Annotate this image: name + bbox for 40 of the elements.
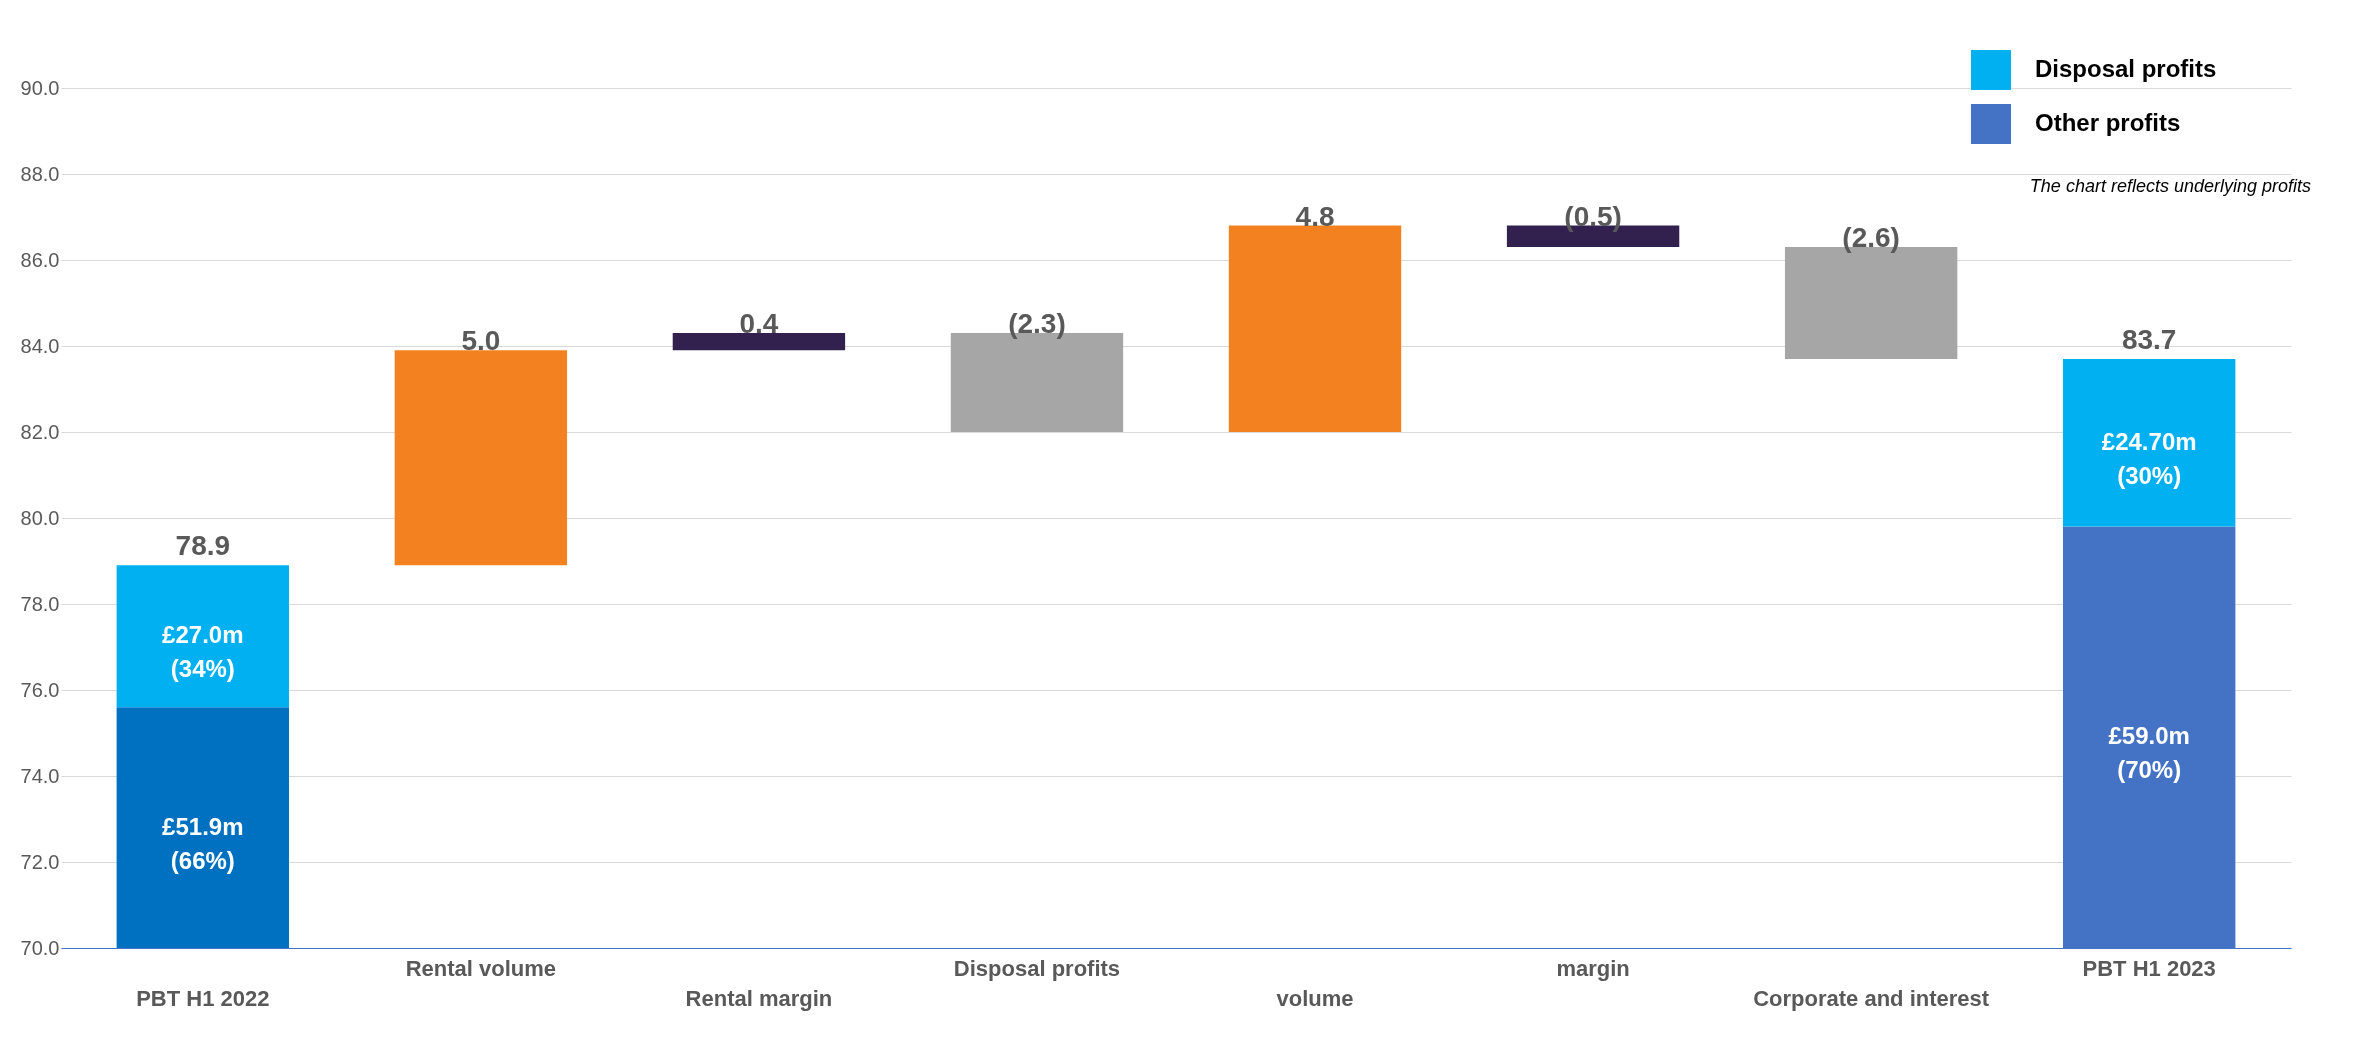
data-label: (0.5) [1564,200,1622,232]
annotation: £51.9m (66%) [162,812,244,874]
data-label: (2.6) [1842,222,1900,254]
y-tick-label: 82.0 [20,420,60,443]
y-tick-label: 88.0 [20,162,60,185]
bar [2063,358,2236,527]
data-label: 5.0 [461,325,501,357]
y-tick-label: 84.0 [20,334,60,357]
x-tick-label: Rental volume [405,955,557,981]
annotation: £59.0m (70%) [2108,722,2190,784]
bar [394,350,568,566]
x-tick-label: PBT H1 2022 [136,985,270,1011]
bar [1228,225,1402,432]
y-tick-label: 80.0 [20,506,60,529]
bar [672,333,846,351]
x-tick-label: Corporate and interest [1753,985,1990,1011]
x-tick-label: Disposal profits [953,955,1121,981]
annotation: The chart reflects underlying profits [2029,176,2311,196]
annotation: 78.9 [175,530,231,562]
data-label: 0.4 [739,308,779,340]
y-tick-label: 78.0 [20,592,60,615]
x-tick-label: PBT H1 2023 [2082,955,2216,981]
y-tick-label: 72.0 [20,850,60,873]
bar [116,707,289,948]
y-tick-label: 90.0 [20,76,60,99]
legend-label: Other profits [2035,109,2181,136]
bar [116,565,289,708]
y-tick-label: 86.0 [20,248,60,271]
y-tick-label: 70.0 [20,936,60,959]
annotation: 83.7 [2121,323,2177,355]
y-tick-label: 74.0 [20,764,60,787]
x-tick-label: volume [1276,985,1354,1011]
annotation: £27.0m (34%) [162,621,244,683]
data-label: 4.8 [1295,200,1335,232]
x-tick-label: Rental margin [685,985,833,1011]
legend-label: Disposal profits [2035,55,2217,82]
y-tick-label: 76.0 [20,678,60,701]
x-tick-label: margin [1556,955,1630,981]
data-label: (2.3) [1008,308,1066,340]
annotation: £24.70m (30%) [2101,427,2197,489]
